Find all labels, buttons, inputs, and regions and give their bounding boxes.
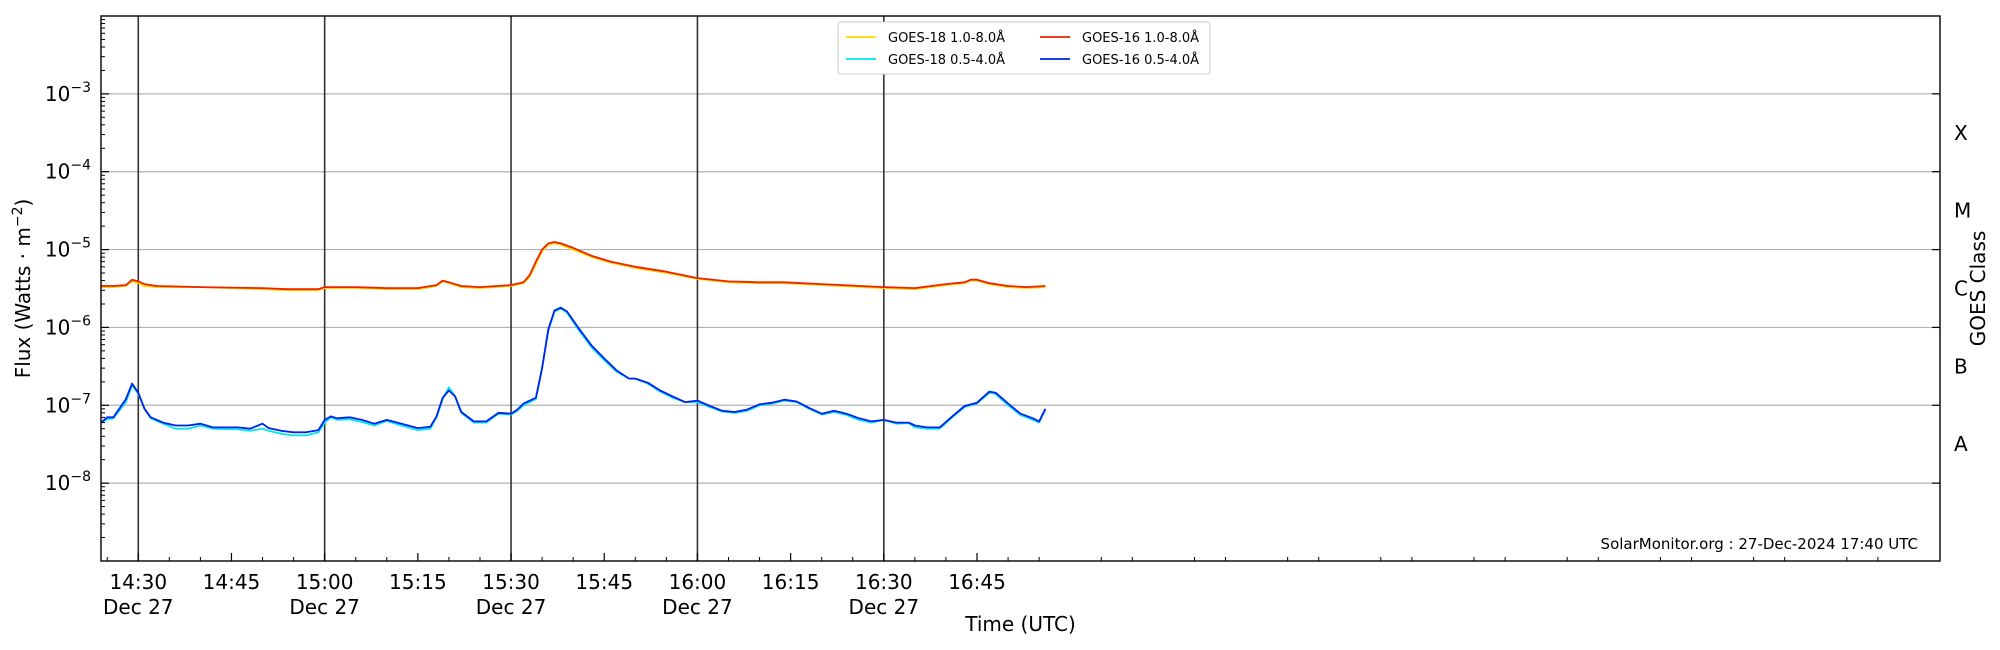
x-tick-label: 16:45 — [948, 570, 1006, 594]
vertical-day-lines — [137, 16, 885, 561]
legend-label: GOES-18 1.0-8.0Å — [888, 30, 1005, 46]
y-tick-label: 10−8 — [45, 469, 91, 495]
y-axis-title: Flux (Watts · m−2) — [10, 199, 35, 379]
goes-class-a: A — [1954, 432, 1968, 456]
y-tick-exponent: −7 — [70, 391, 91, 407]
legend-label: GOES-18 0.5-4.0Å — [888, 52, 1005, 68]
goes-class-x: X — [1954, 121, 1968, 145]
x-tick-label: 15:15 — [389, 570, 447, 594]
plot-frame — [100, 15, 1941, 562]
y-tick-base: 10 — [45, 238, 70, 262]
y-tick-base: 10 — [45, 471, 70, 495]
y-tick-exponent: −3 — [70, 80, 91, 96]
y-tick-label: 10−5 — [45, 236, 91, 262]
series-line-goes-16-1-0-8-0 — [101, 241, 1046, 291]
y-tick-base: 10 — [45, 315, 70, 339]
series-line-goes-18-1-0-8-0 — [101, 242, 1046, 292]
series-layer — [100, 241, 1047, 437]
y-tick-base: 10 — [45, 82, 70, 106]
goes-class-b: B — [1954, 354, 1968, 378]
x-tick-label: 16:15 — [762, 570, 820, 594]
legend-box — [837, 21, 1211, 75]
x-tick-label: 16:30 — [855, 570, 913, 594]
x-tick-label: 15:30 — [482, 570, 540, 594]
goes-class-c: C — [1954, 277, 1968, 301]
y-ticks: 10−810−710−610−510−410−3 — [45, 19, 1940, 539]
y-tick-exponent: −4 — [70, 158, 91, 174]
y-tick-label: 10−6 — [45, 313, 91, 339]
x-tick-label: 14:30 — [109, 570, 167, 594]
y-tick-base: 10 — [45, 160, 70, 184]
y-tick-exponent: −5 — [70, 236, 91, 252]
y-axis-title-sup: −2 — [10, 207, 26, 228]
y-tick-exponent: −8 — [70, 469, 91, 485]
x-tick-label: 14:45 — [203, 570, 261, 594]
goes-class-labels: X M C B A — [1954, 121, 1971, 456]
legend-label: GOES-16 0.5-4.0Å — [1082, 52, 1199, 68]
y-tick-label: 10−3 — [45, 80, 91, 106]
x-tick-date-label: Dec 27 — [103, 595, 174, 619]
x-tick-date-label: Dec 27 — [662, 595, 733, 619]
y-tick-base: 10 — [45, 393, 70, 417]
axes-layer — [100, 15, 1941, 562]
x-tick-label: 15:45 — [575, 570, 633, 594]
x-tick-date-label: Dec 27 — [289, 595, 360, 619]
x-tick-date-label: Dec 27 — [849, 595, 920, 619]
goes-class-m: M — [1954, 199, 1971, 223]
y-tick-label: 10−4 — [45, 158, 91, 184]
x-tick-label: 15:00 — [296, 570, 354, 594]
x-axis-title: Time (UTC) — [964, 612, 1076, 636]
x-tick-label: 16:00 — [669, 570, 727, 594]
legend: GOES-18 1.0-8.0Å GOES-18 0.5-4.0Å GOES-16 … — [837, 21, 1211, 75]
y-axis-title-end: ) — [11, 199, 35, 207]
y-tick-label: 10−7 — [45, 391, 91, 417]
credit-text: SolarMonitor.org : 27-Dec-2024 17:40 UTC — [1601, 535, 1918, 553]
y-tick-exponent: −6 — [70, 313, 91, 329]
legend-items: GOES-18 1.0-8.0Å GOES-18 0.5-4.0Å GOES-16 … — [846, 30, 1199, 68]
grid-layer — [101, 93, 1940, 484]
x-tick-date-label: Dec 27 — [476, 595, 547, 619]
legend-label: GOES-16 1.0-8.0Å — [1082, 30, 1199, 46]
goes-class-axis-title: GOES Class — [1966, 231, 1990, 347]
y-axis-title-main: Flux (Watts · m — [11, 227, 35, 378]
series-line-goes-16-0-5-4-0 — [100, 306, 1047, 434]
